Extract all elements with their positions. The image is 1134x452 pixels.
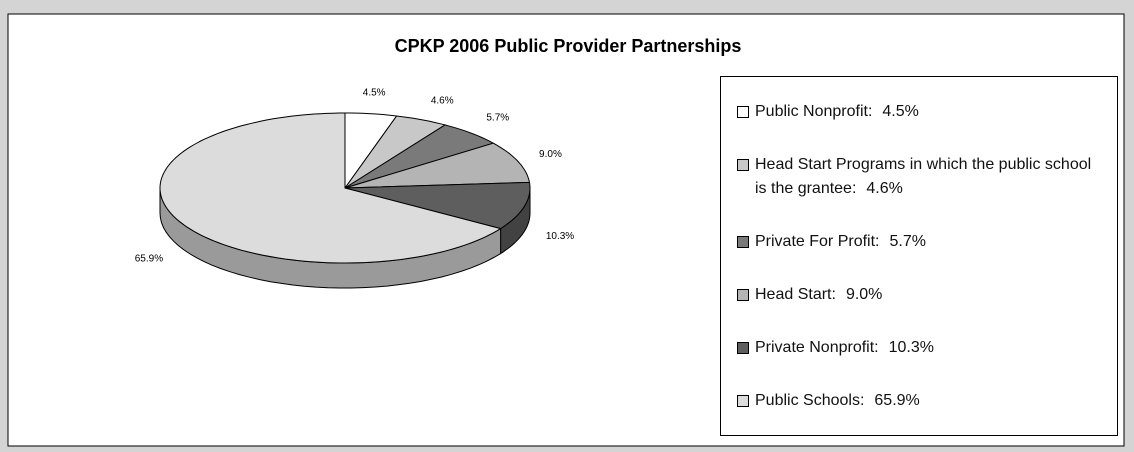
data-label: 4.6%	[431, 95, 454, 106]
legend-text: Public Nonprofit: 4.5%	[755, 100, 919, 124]
legend-item: Head Start Programs in which the public …	[737, 153, 1107, 201]
legend-text: Head Start: 9.0%	[755, 283, 882, 307]
chart-title: CPKP 2006 Public Provider Partnerships	[395, 36, 742, 56]
legend-text: Private Nonprofit: 10.3%	[755, 336, 934, 360]
legend-value: 10.3%	[888, 338, 934, 356]
legend-item: Public Nonprofit: 4.5%	[737, 100, 1107, 124]
pie-slice	[344, 142, 531, 189]
legend-swatch	[737, 394, 749, 407]
legend-value: 5.7%	[889, 232, 926, 250]
legend-value: 4.5%	[882, 102, 919, 120]
legend-item: Private Nonprofit: 10.3%	[737, 336, 1107, 360]
data-label: 5.7%	[486, 112, 509, 123]
legend-text: Public Schools: 65.9%	[755, 389, 920, 413]
legend-label: Head Start Programs in which the public …	[755, 155, 1092, 197]
legend-label: Private Nonprofit:	[755, 338, 879, 356]
pie-slice	[344, 115, 447, 189]
legend-text: Head Start Programs in which the public …	[755, 153, 1107, 201]
legend-text: Private For Profit: 5.7%	[755, 230, 926, 254]
legend-swatch	[737, 235, 749, 248]
legend-value: 9.0%	[845, 285, 883, 303]
legend-label: Public Schools:	[755, 391, 865, 409]
legend-swatch	[737, 288, 749, 301]
legend-value: 65.9%	[874, 391, 920, 409]
legend-label: Head Start:	[755, 285, 836, 303]
legend-label: Private For Profit:	[755, 232, 880, 250]
legend-item: Public Schools: 65.9%	[737, 389, 1107, 413]
data-label: 9.0%	[539, 149, 562, 160]
legend-item: Private For Profit: 5.7%	[737, 230, 1107, 254]
legend-swatch	[737, 341, 749, 354]
pie-slice	[344, 124, 495, 189]
legend-swatch	[737, 105, 749, 118]
pie-slice	[344, 181, 531, 230]
data-label: 4.5%	[363, 88, 386, 99]
legend-label: Public Nonprofit:	[755, 102, 873, 120]
data-label: 65.9%	[135, 254, 163, 265]
data-label: 10.3%	[546, 231, 574, 242]
legend-item: Head Start: 9.0%	[737, 283, 1107, 307]
legend: Public Nonprofit: 4.5% Head Start Programs…	[720, 76, 1118, 436]
legend-swatch	[737, 158, 749, 171]
pie-slice	[159, 112, 502, 264]
legend-value: 4.6%	[866, 179, 903, 197]
